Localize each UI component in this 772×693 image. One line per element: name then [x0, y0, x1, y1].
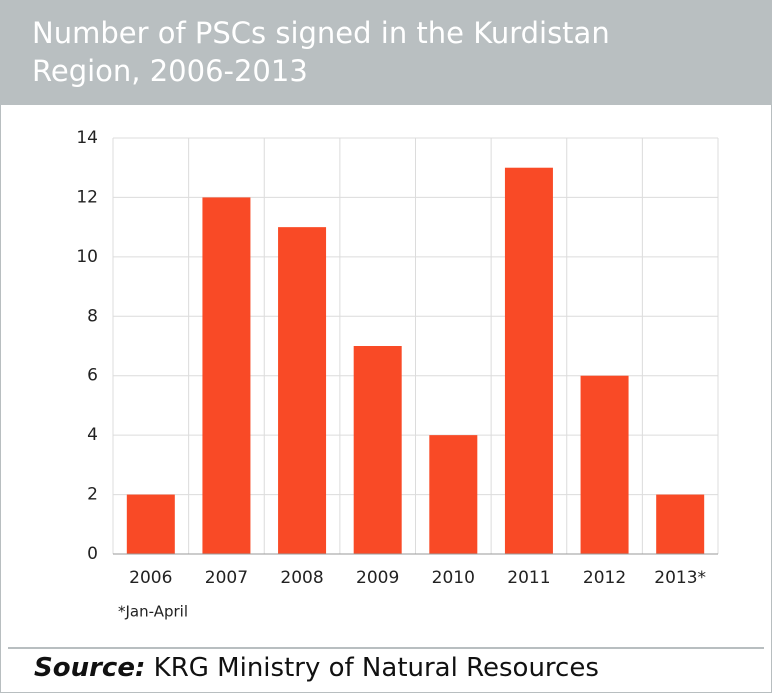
x-tick-label: 2008: [280, 568, 323, 588]
y-tick-label: 0: [87, 544, 98, 564]
y-tick-label: 12: [76, 187, 98, 207]
y-tick-label: 2: [87, 485, 98, 505]
header: Number of PSCs signed in the Kurdistan R…: [0, 0, 772, 105]
bar: [656, 494, 705, 554]
source-label: Source:: [34, 653, 146, 683]
x-tick-label: 2011: [507, 568, 550, 588]
source: Source: KRG Ministry of Natural Resource…: [34, 648, 599, 688]
source-text: KRG Ministry of Natural Resources: [153, 653, 599, 683]
bar: [126, 494, 175, 554]
bar: [202, 197, 251, 554]
chart-title: Number of PSCs signed in the Kurdistan R…: [32, 16, 610, 88]
bar: [353, 346, 402, 554]
bar: [580, 375, 629, 554]
bar: [429, 435, 478, 554]
y-tick-label: 10: [76, 247, 98, 267]
x-tick-label: 2009: [356, 568, 399, 588]
x-tick-label: 2006: [129, 568, 172, 588]
y-tick-label: 8: [87, 306, 98, 326]
y-tick-label: 14: [76, 128, 98, 148]
x-tick-label: 2010: [432, 568, 475, 588]
footnote: *Jan-April: [118, 603, 188, 621]
y-tick-label: 6: [87, 366, 98, 386]
x-tick-label: 2013*: [654, 568, 706, 588]
bar: [278, 227, 327, 554]
bar: [504, 167, 553, 554]
x-tick-label: 2007: [205, 568, 248, 588]
y-tick-label: 4: [87, 425, 98, 445]
x-tick-label: 2012: [583, 568, 626, 588]
